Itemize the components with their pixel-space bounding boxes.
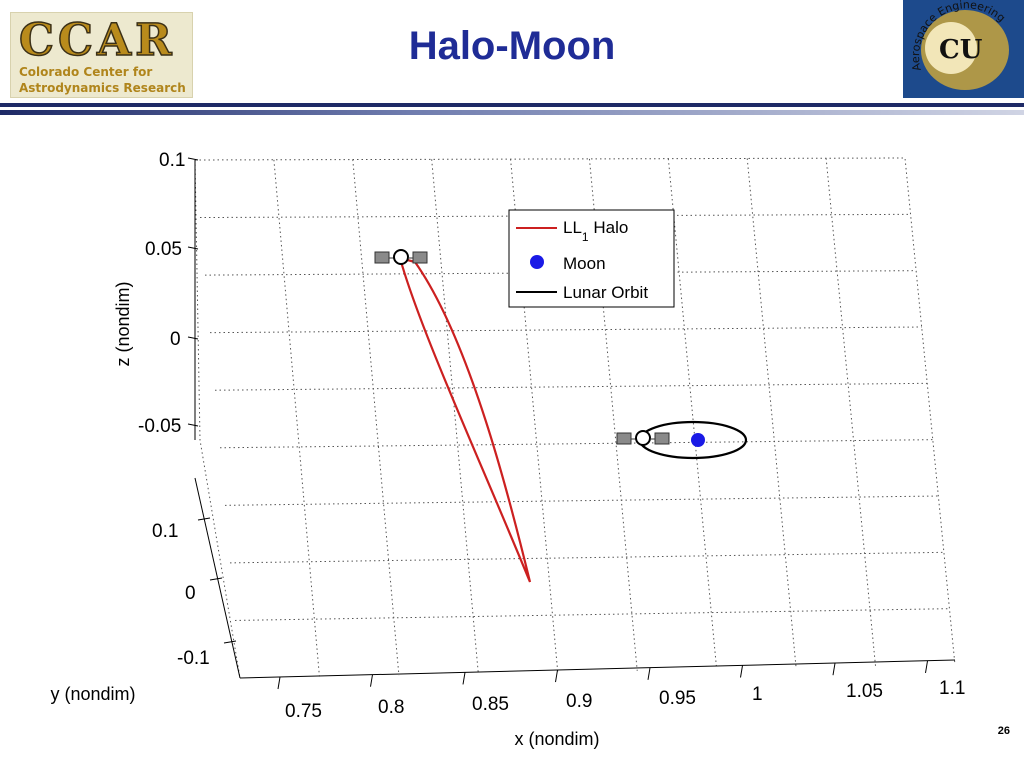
z-tick-mark (187, 423, 199, 427)
x-tick-label: 1.1 (939, 678, 965, 699)
z-tick-label: -0.05 (138, 416, 181, 437)
legend-item-halo: LL1 Halo (563, 218, 628, 244)
slide-title: Halo-Moon (408, 24, 616, 68)
y-tick-label: 0.1 (152, 521, 178, 542)
ccar-logo-text: CCAR (18, 14, 176, 67)
y-axis-label: y (nondim) (50, 684, 135, 704)
series-ll1-halo-line (398, 256, 532, 583)
x-tick-label: 0.8 (378, 697, 404, 718)
y-tick-mark (209, 577, 223, 581)
z-tick-mark (187, 157, 199, 161)
x-tick-mark (370, 674, 373, 687)
x-tick-mark (832, 663, 836, 676)
x-tick-label: 0.95 (659, 688, 696, 709)
x-tick-mark (740, 665, 743, 678)
grid-lines (194, 157, 956, 679)
z-tick-label: 0.05 (145, 239, 182, 260)
legend-halo-suffix: Halo (589, 218, 629, 237)
x-tick-label: 0.75 (285, 701, 322, 722)
x-tick-label: 0.85 (472, 694, 509, 715)
x-tick-mark (462, 672, 466, 685)
x-tick-mark (647, 667, 651, 680)
x-tick-mark (555, 670, 558, 683)
z-tick-label: 0.1 (159, 150, 185, 171)
y-tick-label: -0.1 (177, 648, 210, 669)
z-tick-label: 0 (170, 329, 181, 350)
header-divider (0, 103, 1024, 107)
ccar-logo: CCAR Colorado Center for Astrodynamics R… (10, 12, 193, 98)
y-tick-label: 0 (185, 583, 196, 604)
x-tick-label: 1.05 (846, 681, 883, 702)
series-moon-point (691, 433, 705, 447)
cu-monogram: CU (939, 35, 983, 65)
cu-aerospace-logo-graphic: CU Aerospace Engineering (903, 0, 1024, 98)
x-tick-mark (277, 676, 281, 690)
z-tick-mark (187, 246, 199, 250)
y-tick-mark (223, 640, 237, 644)
page-number: 26 (997, 725, 1010, 737)
x-axis-label: x (nondim) (514, 729, 599, 749)
x-tick-mark (925, 660, 928, 673)
y-tick-mark (197, 517, 211, 521)
axes-frame (187, 157, 956, 690)
legend-swatch-moon (530, 255, 544, 269)
legend-item-moon: Moon (563, 254, 606, 273)
ccar-logo-line2: Astrodynamics Research (19, 81, 186, 95)
legend-halo-subscript: 1 (582, 230, 589, 244)
legend-item-lunar-orbit: Lunar Orbit (563, 283, 648, 302)
x-tick-label: 0.9 (566, 691, 592, 712)
tick-labels: 0.1 0.05 0 -0.05 0.1 0 -0.1 0.75 0.8 0.85 0.9 0.95 1… (138, 150, 965, 722)
x-tick-label: 1 (752, 684, 763, 705)
z-axis-label: z (nondim) (113, 281, 133, 366)
header-divider-gradient (0, 110, 1024, 115)
legend-halo-name: LL (563, 218, 582, 237)
ccar-logo-line1: Colorado Center for (19, 65, 153, 79)
spacecraft-marker-halo (374, 249, 428, 265)
z-tick-mark (187, 336, 199, 340)
spacecraft-marker-lunar (616, 430, 670, 446)
legend: LL1 Halo Moon Lunar Orbit (508, 209, 675, 308)
cu-aerospace-logo: CU Aerospace Engineering (903, 0, 1024, 98)
